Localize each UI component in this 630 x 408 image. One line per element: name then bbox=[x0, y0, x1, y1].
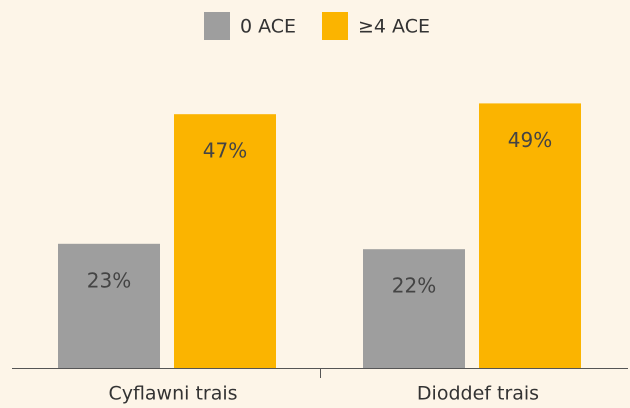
legend-label: 0 ACE bbox=[240, 16, 296, 38]
bar bbox=[174, 114, 276, 368]
data-label: 49% bbox=[508, 128, 552, 152]
data-label: 47% bbox=[203, 139, 247, 163]
data-label: 22% bbox=[392, 274, 436, 298]
bar bbox=[58, 243, 160, 368]
legend-swatch bbox=[204, 12, 230, 40]
data-label: 23% bbox=[87, 268, 131, 292]
legend-swatch bbox=[322, 12, 348, 40]
x-tick-label: Cyflawni trais bbox=[108, 383, 237, 405]
x-tick-label: Dioddef trais bbox=[417, 383, 539, 405]
bar bbox=[479, 103, 581, 369]
legend-label: ≥4 ACE bbox=[358, 16, 430, 38]
bar bbox=[363, 249, 465, 368]
